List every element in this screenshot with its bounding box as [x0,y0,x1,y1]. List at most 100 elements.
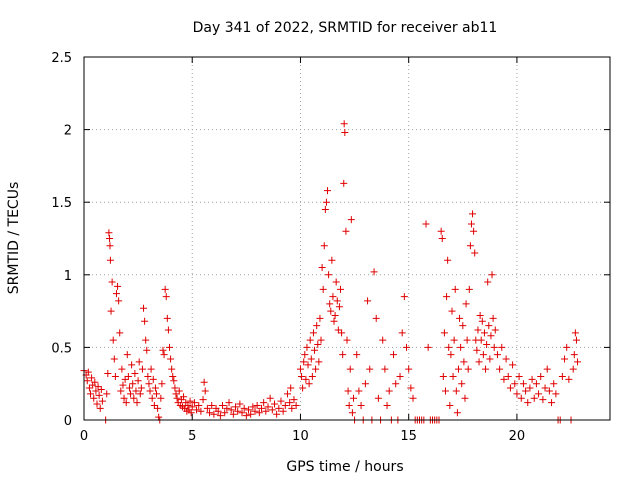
data-point [85,384,93,392]
data-point [195,401,203,409]
data-point [200,378,208,386]
data-point [308,372,316,380]
data-point [571,329,579,337]
data-point [112,290,120,298]
y-tick-label: 0 [64,414,72,429]
data-point [458,380,466,388]
data-point [443,293,451,301]
data-point [163,314,171,322]
data-point [460,358,468,366]
data-point [316,314,324,322]
data-point [330,317,338,325]
data-point [325,271,333,279]
data-point [123,351,131,359]
data-point [339,351,347,359]
data-point [424,343,432,351]
data-point [456,314,464,322]
data-point [144,372,152,380]
data-point [332,278,340,286]
data-point [515,372,523,380]
data-point [342,227,350,235]
data-point [83,377,91,385]
data-point [287,384,295,392]
data-point [270,400,278,408]
data-point [128,361,136,369]
data-point [151,384,159,392]
data-point [498,343,506,351]
data-point [114,282,122,290]
data-point [392,380,400,388]
data-point [125,384,133,392]
data-point [134,377,142,385]
data-point [479,351,487,359]
data-point [170,377,178,385]
data-point [524,399,532,407]
data-point [166,343,174,351]
data-point [572,336,580,344]
data-point [208,401,216,409]
data-point [129,380,137,388]
data-point [275,404,283,412]
data-point [142,336,150,344]
data-point [90,394,98,402]
data-point [140,304,148,312]
data-point [496,365,504,373]
data-point [541,384,549,392]
chart-title: Day 341 of 2022, SRMTID for receiver ab1… [193,20,498,36]
data-point [173,394,181,402]
data-point [216,412,224,420]
data-point [345,401,353,409]
data-point [471,249,479,257]
data-point [491,326,499,334]
data-point [290,396,298,404]
data-point [108,278,116,286]
x-tick-label: 5 [188,429,196,444]
data-point [119,381,127,389]
data-point [296,365,304,373]
data-point [255,409,263,417]
data-point [106,256,114,264]
data-point [313,322,321,330]
data-point [565,375,573,383]
data-point [141,317,149,325]
x-tick-label: 10 [292,429,309,444]
data-point [116,329,124,337]
data-point [517,394,525,402]
data-point [260,399,268,407]
data-point [234,407,242,415]
data-point [484,278,492,286]
data-point [344,387,352,395]
data-point [530,394,538,402]
data-point [504,372,512,380]
data-point [281,401,289,409]
data-point [253,401,261,409]
data-point [88,374,96,382]
data-point [97,386,105,394]
data-point [441,387,449,395]
data-point [511,380,519,388]
data-point [437,227,445,235]
data-point [110,355,118,363]
data-point [422,220,430,228]
data-point [132,387,140,395]
data-point [447,351,455,359]
data-point [370,268,378,276]
data-point [453,409,461,417]
data-point [445,343,453,351]
data-point [405,365,413,373]
data-point [329,293,337,301]
data-point [390,351,398,359]
data-point [327,307,335,315]
data-point [528,375,536,383]
data-point [462,300,470,308]
data-point [188,403,196,411]
data-point [464,365,472,373]
data-point [240,404,248,412]
data-point [526,384,534,392]
data-point [106,242,114,250]
data-point [148,394,156,402]
data-point [210,410,218,418]
data-point [335,303,343,311]
data-point [353,351,361,359]
data-point [286,399,294,407]
